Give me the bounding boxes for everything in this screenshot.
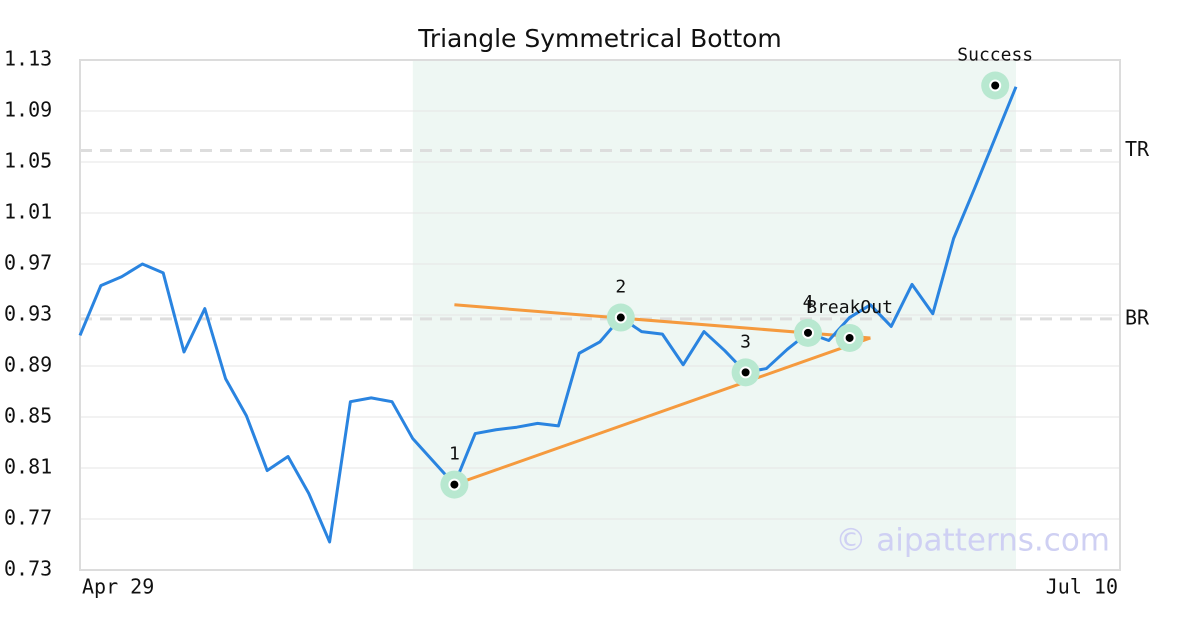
plot-frame	[79, 59, 1121, 571]
watermark: © aipatterns.com	[835, 523, 1110, 559]
y-tick-label: 0.97	[4, 251, 52, 275]
y-tick-label: 1.05	[4, 149, 52, 173]
x-tick-label: Jul 10	[1046, 575, 1118, 599]
price-line	[78, 86, 1018, 544]
y-tick-label: 0.73	[4, 557, 52, 581]
pattern-point	[802, 326, 814, 339]
y-tick-label: 0.81	[4, 455, 52, 479]
pattern-point	[614, 311, 627, 324]
level-label: TR	[1125, 137, 1150, 161]
pattern-label: 2	[615, 277, 626, 298]
level-label: BR	[1125, 305, 1150, 329]
pattern-label: BreakOut	[806, 297, 893, 318]
y-tick-label: 0.77	[4, 506, 52, 530]
pattern-point	[448, 478, 461, 491]
pattern-label: 3	[740, 331, 751, 352]
pattern-label: 4	[803, 292, 814, 313]
pattern-point	[843, 331, 856, 344]
pattern-point	[989, 79, 1002, 92]
pattern-label: Success	[957, 45, 1033, 66]
y-tick-label: 1.01	[4, 200, 52, 224]
trend-line	[453, 336, 871, 486]
y-tick-label: 0.93	[4, 302, 52, 326]
chart-title: Triangle Symmetrical Bottom	[417, 24, 782, 53]
y-tick-label: 1.09	[4, 98, 52, 122]
y-tick-label: 1.13	[4, 47, 52, 71]
y-tick-label: 0.89	[4, 353, 52, 377]
pattern-point	[739, 366, 752, 379]
x-tick-label: Apr 29	[82, 575, 154, 599]
pattern-label: 1	[449, 444, 460, 465]
y-tick-label: 0.85	[4, 404, 52, 428]
